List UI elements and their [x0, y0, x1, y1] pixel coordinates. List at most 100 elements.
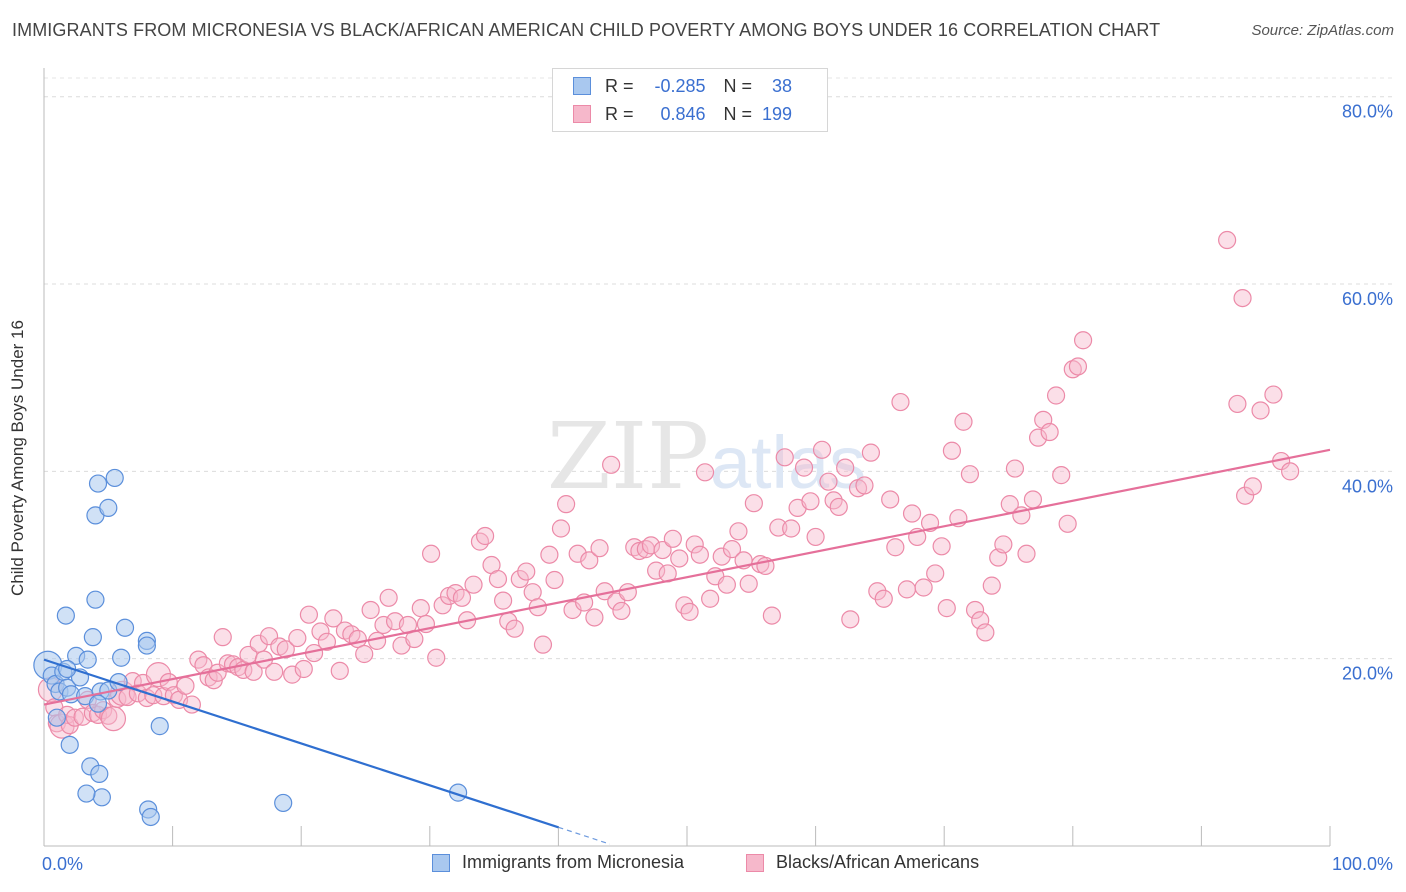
data-point-blacks [1073, 331, 1093, 350]
trendlines [43, 448, 1331, 845]
data-point-blacks [932, 537, 951, 556]
data-point-blacks [361, 600, 380, 620]
data-point-blacks [819, 472, 838, 491]
data-point-blacks [1058, 514, 1077, 533]
data-point-blacks [881, 490, 900, 509]
data-point-blacks [739, 574, 758, 593]
data-point-blacks [580, 551, 599, 570]
data-point-blacks [1063, 360, 1082, 379]
data-point-micronesia [99, 498, 118, 517]
data-point-blacks [1068, 357, 1088, 376]
data-point-blacks [868, 582, 887, 601]
data-point-blacks [568, 544, 587, 563]
data-point-micronesia [47, 708, 66, 727]
data-point-blacks [861, 443, 880, 462]
data-point-micronesia [137, 636, 156, 655]
data-point-blacks [1251, 401, 1270, 420]
data-point-blacks [494, 591, 513, 610]
legend-label-micronesia: Immigrants from Micronesia [462, 852, 685, 872]
legend-r-label: R = [605, 103, 634, 124]
data-point-blacks [551, 519, 571, 538]
data-point-blacks [722, 540, 742, 559]
data-point-blacks [717, 575, 736, 594]
y-tick-label: 20.0% [1342, 664, 1393, 684]
data-point-blacks [618, 583, 637, 602]
data-point-blacks [288, 628, 307, 648]
x-tick-label-max: 100.0% [1332, 854, 1393, 874]
data-point-blacks [762, 606, 781, 625]
data-point-blacks [1264, 385, 1283, 404]
legend-item-micronesia: Immigrants from Micronesia [432, 852, 684, 873]
data-point-blacks [960, 465, 980, 484]
legend-swatch-pink [746, 853, 764, 872]
legend-swatch-blue [573, 77, 591, 95]
data-point-blacks [330, 661, 349, 680]
legend-item-blacks: Blacks/African Americans [746, 852, 979, 873]
data-point-blacks [294, 659, 313, 679]
data-point-blacks [374, 615, 393, 635]
data-point-blacks [653, 540, 672, 560]
data-point-micronesia [83, 628, 102, 647]
data-point-blacks [100, 706, 127, 732]
data-point-micronesia [78, 650, 97, 669]
legend-swatch-blue [432, 853, 450, 872]
data-point-blacks [176, 676, 195, 695]
data-point-blacks [965, 600, 985, 620]
data-point-blacks [1005, 459, 1025, 478]
data-point-blacks [744, 494, 763, 513]
data-point-blacks [585, 608, 604, 627]
x-tick-label-min: 0.0% [42, 854, 83, 874]
legend-row-blacks: R = 0.846 N = 199 [573, 101, 792, 127]
data-point-blacks [1281, 462, 1300, 481]
data-point-blacks [475, 526, 495, 546]
data-point-blacks [701, 589, 720, 608]
data-point-blacks [1028, 428, 1048, 447]
data-point-blacks [1052, 466, 1071, 485]
legend-row-micronesia: R = -0.285 N = 38 [573, 73, 792, 99]
data-point-blacks [829, 497, 848, 517]
data-point-blacks [647, 561, 666, 580]
data-point-blacks [1243, 477, 1262, 496]
data-point-blacks [685, 535, 704, 554]
data-point-blacks [680, 602, 699, 621]
data-point-blacks [891, 392, 910, 412]
data-point-blacks [299, 605, 319, 624]
data-point-micronesia [274, 793, 293, 813]
data-point-blacks [897, 580, 917, 599]
data-point-blacks [411, 599, 430, 618]
data-point-blacks [557, 495, 576, 514]
data-point-blacks [874, 589, 893, 608]
data-point-blacks [433, 596, 452, 615]
axes [43, 68, 1331, 847]
data-point-blacks [690, 545, 709, 564]
data-point-blacks [794, 458, 814, 477]
data-point-blacks [488, 569, 508, 589]
data-point-blacks [886, 538, 905, 557]
legend-r-value: 0.846 [660, 103, 706, 124]
data-point-blacks [1218, 230, 1237, 250]
y-tick-label: 60.0% [1342, 289, 1393, 309]
data-point-blacks [464, 575, 483, 594]
source-label: Source: ZipAtlas.com [1251, 22, 1394, 39]
data-point-blacks [836, 458, 855, 477]
data-point-micronesia [88, 474, 108, 493]
data-point-blacks [976, 623, 995, 642]
data-point-micronesia [88, 694, 108, 713]
data-point-blacks [841, 610, 860, 629]
data-point-blacks [276, 640, 295, 659]
data-point-blacks [1023, 490, 1043, 509]
data-point-blacks [812, 440, 832, 459]
data-point-blacks [1017, 544, 1036, 563]
data-point-micronesia [77, 784, 96, 803]
correlation-legend: R = -0.285 N = 38 R = 0.846 N = 199 [552, 68, 828, 132]
y-axis-title: Child Poverty Among Boys Under 16 [8, 320, 27, 596]
data-point-blacks [641, 536, 661, 555]
data-point-blacks [213, 628, 232, 647]
tick-labels: 20.0% 40.0% 60.0% 80.0% 0.0% 100.0% [42, 102, 1393, 874]
data-point-blacks [427, 648, 446, 667]
data-point-blacks [1233, 288, 1252, 308]
data-point-blacks [1236, 486, 1255, 505]
data-point-micronesia [150, 717, 169, 736]
data-point-blacks [926, 564, 945, 583]
data-point-blacks [355, 644, 374, 664]
